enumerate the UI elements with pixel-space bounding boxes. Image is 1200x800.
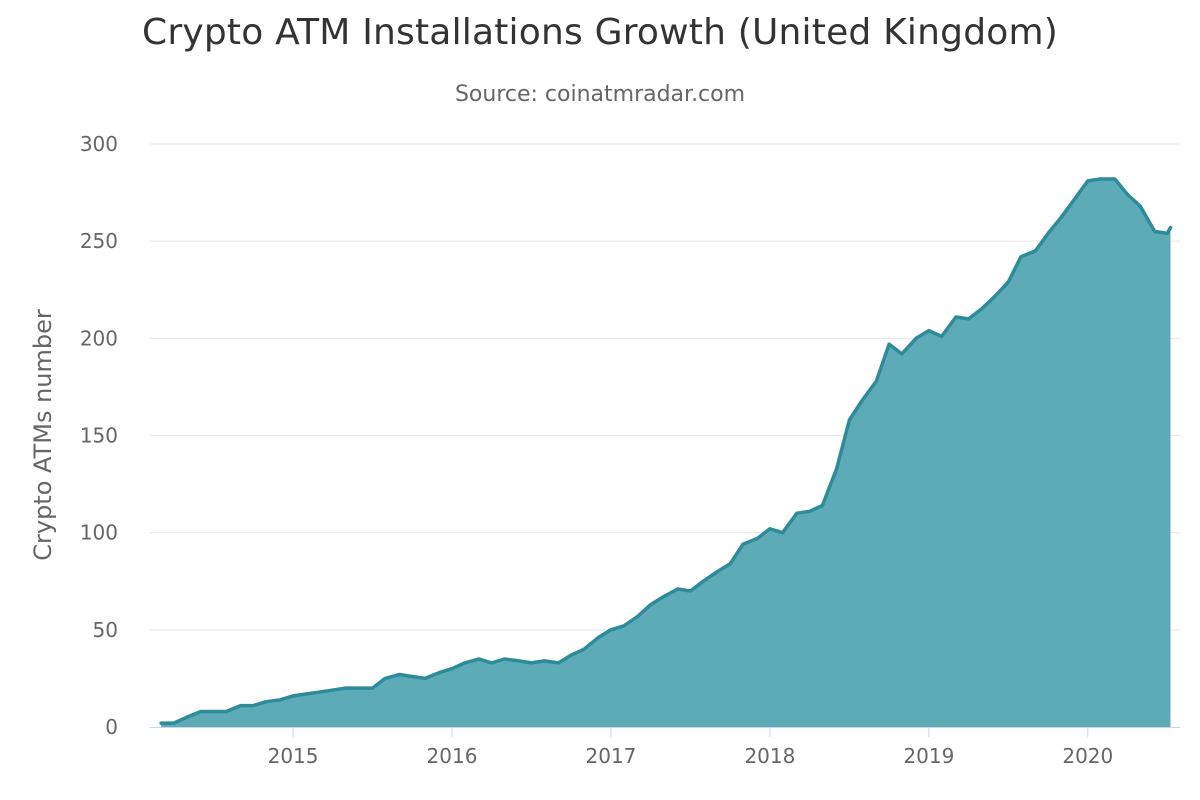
x-tick-label-2018: 2018 [744,744,795,768]
series-layer [159,177,1173,727]
x-tick-labels: 2015 2016 2017 2018 2019 2020 [268,727,1113,768]
chart-title: Crypto ATM Installations Growth (United … [142,12,1058,53]
y-axis-label: Crypto ATMs number [29,309,57,561]
x-tick-label-2020: 2020 [1062,744,1113,768]
y-tick-label-0: 0 [105,715,118,739]
x-tick-label-2016: 2016 [427,744,478,768]
x-tick-label-2017: 2017 [586,744,637,768]
y-tick-label-100: 100 [80,521,118,545]
chart-subtitle: Source: coinatmradar.com [454,82,746,107]
y-tick-label-150: 150 [80,424,118,448]
series-area-0 [161,179,1171,727]
y-tick-label-250: 250 [80,229,118,253]
x-tick-label-2015: 2015 [268,744,319,768]
y-tick-label-50: 50 [93,618,118,642]
y-tick-label-200: 200 [80,326,118,350]
x-tick-label-2019: 2019 [903,744,954,768]
series-line-0 [159,177,1173,725]
y-tick-labels: 0 50 100 150 200 250 300 [80,132,118,739]
y-tick-label-300: 300 [80,132,118,156]
